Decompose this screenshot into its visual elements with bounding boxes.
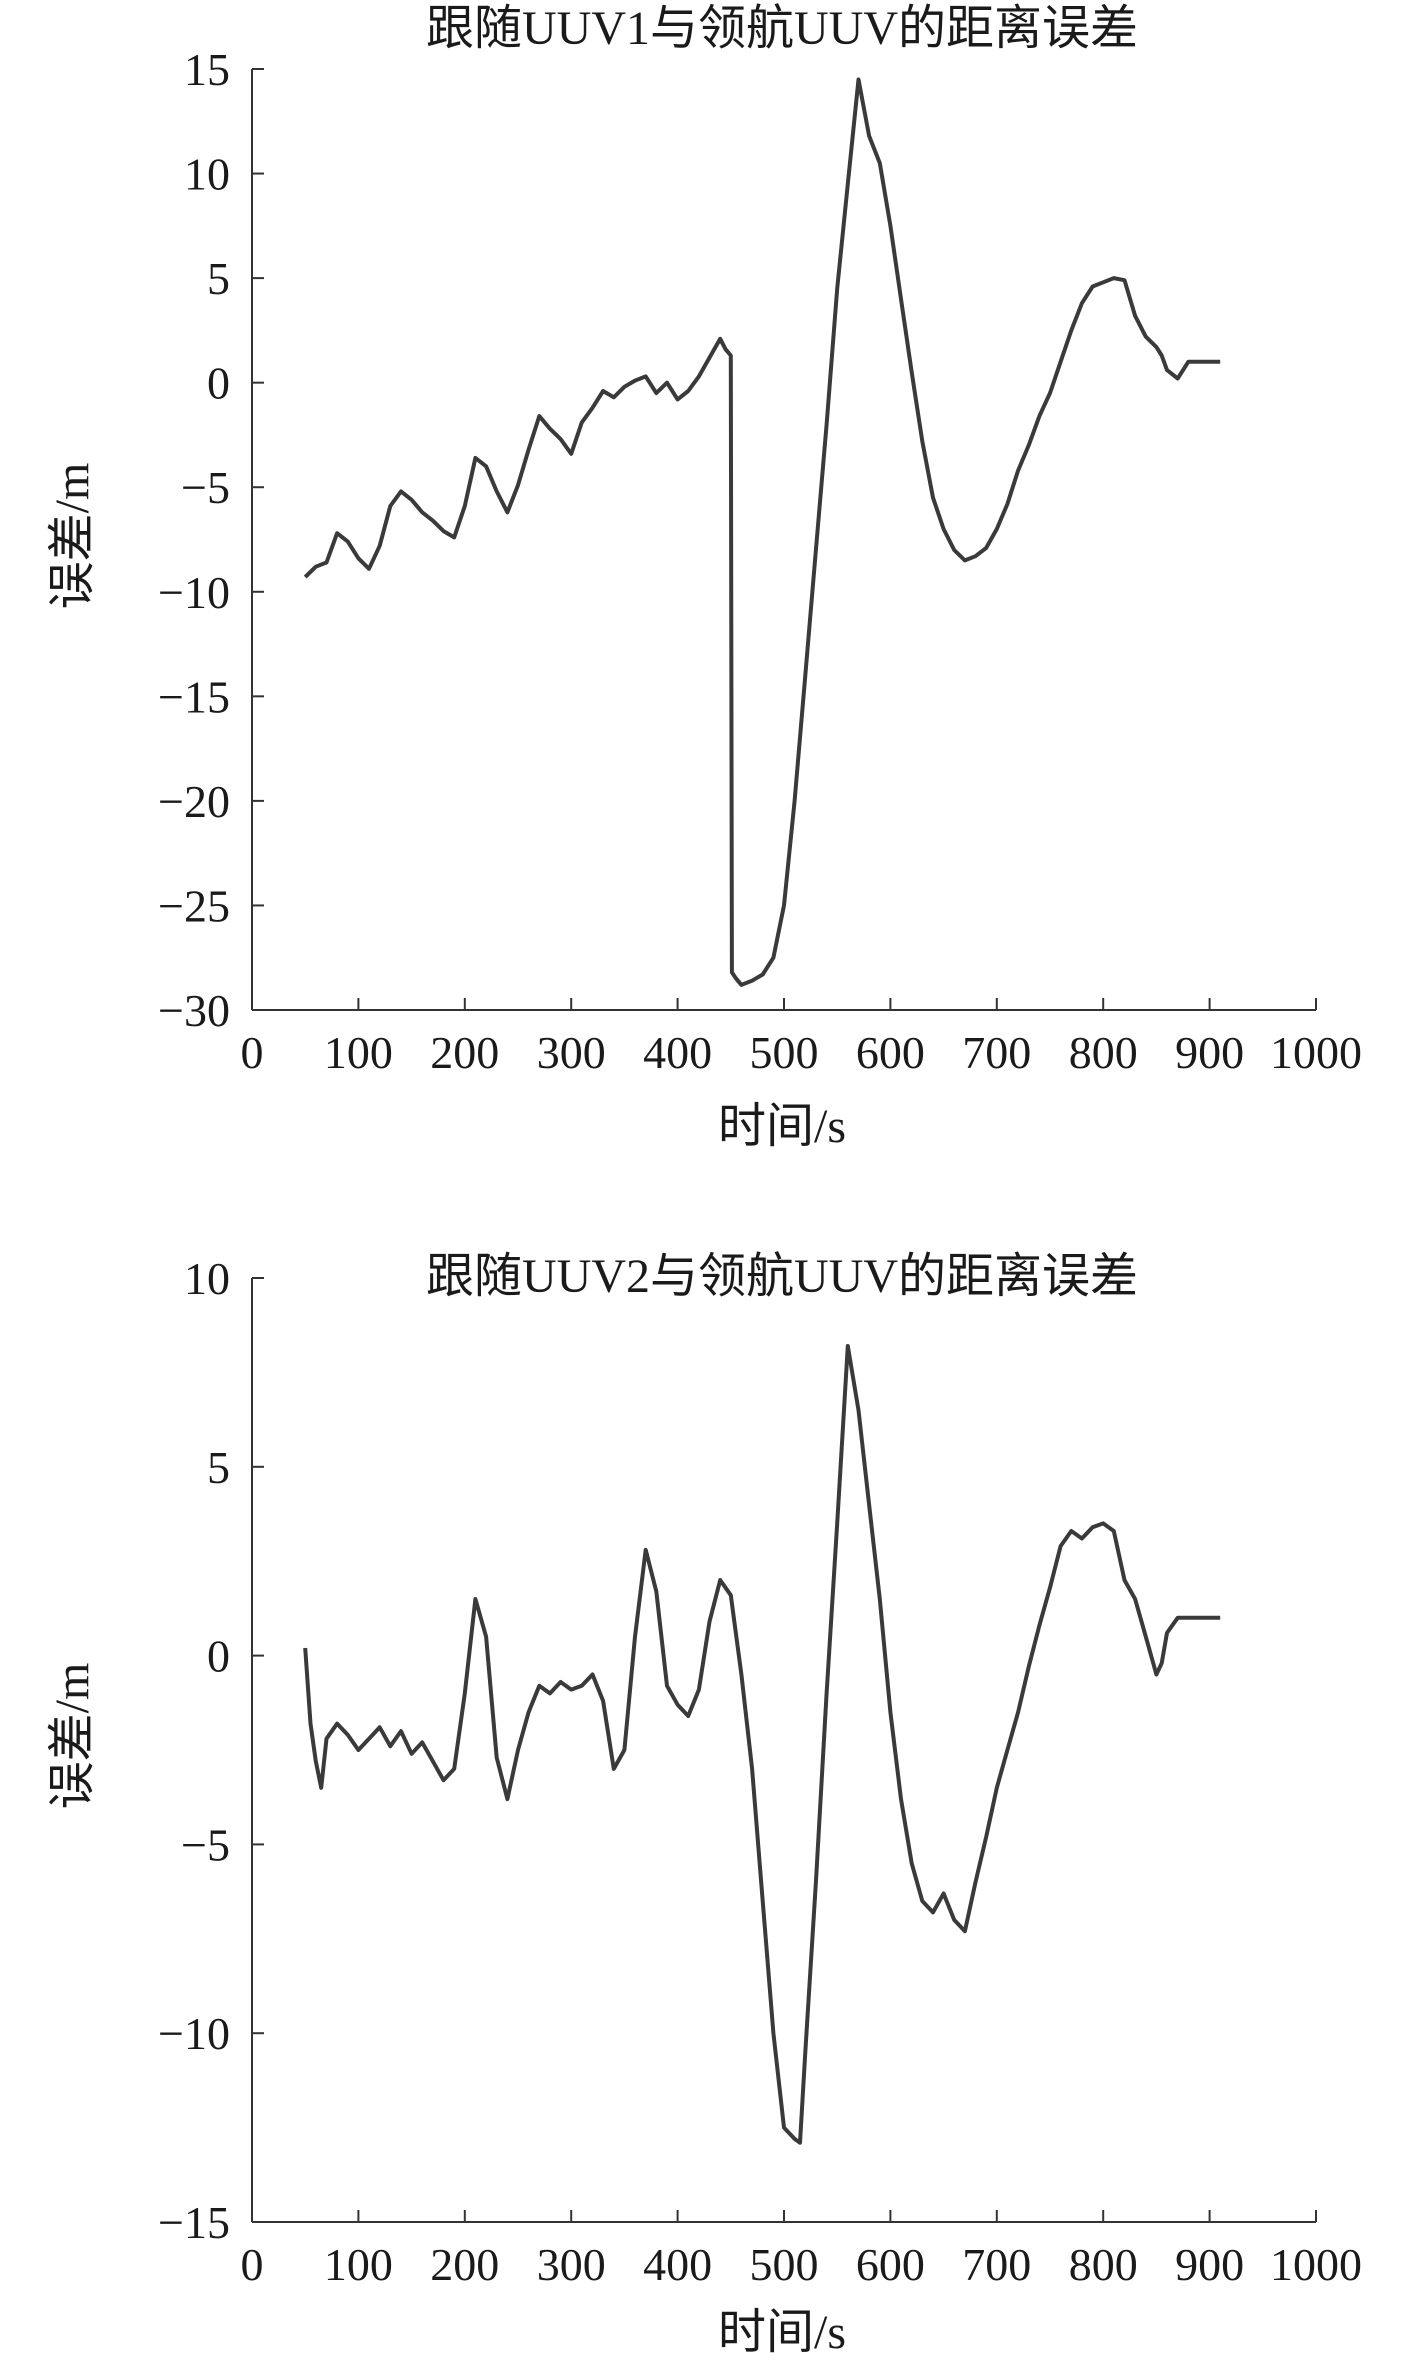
x-tick-label: 400: [643, 2239, 712, 2290]
x-tick-label: 800: [1069, 2239, 1138, 2290]
x-axis-title: 时间/s: [718, 2306, 846, 2359]
x-tick-label: 100: [324, 2239, 393, 2290]
y-tick-label: 5: [207, 253, 230, 304]
x-tick-label: 200: [430, 1027, 499, 1078]
x-tick-label: 900: [1175, 1027, 1244, 1078]
x-tick-label: 400: [643, 1027, 712, 1078]
x-tick-label: 600: [856, 2239, 925, 2290]
y-tick-label: −30: [158, 985, 230, 1036]
y-tick-label: 5: [207, 1442, 230, 1493]
chart-panel-2: 跟随UUV2与领航UUV的距离误差 时间/s 误差/m 10 5 0 −5 −10 −15…: [46, 1250, 1362, 2359]
x-tick-label: 600: [856, 1027, 925, 1078]
x-tick-label: 800: [1069, 1027, 1138, 1078]
x-axis-title: 时间/s: [718, 1100, 846, 1153]
series-line: [303, 77, 1221, 987]
y-tick-label: −25: [158, 880, 230, 931]
x-tick-label: 300: [537, 1027, 606, 1078]
y-tick-label: −15: [158, 2197, 230, 2248]
x-tick-label: 100: [324, 1027, 393, 1078]
x-tick-label: 300: [537, 2239, 606, 2290]
x-tick-label: 500: [750, 2239, 819, 2290]
series-line: [303, 1344, 1221, 2145]
y-tick-label: −10: [158, 567, 230, 618]
x-tick-label: 0: [241, 2239, 264, 2290]
y-tick-label: −5: [181, 462, 230, 513]
y-tick-label: 15: [184, 44, 230, 95]
y-axis-title: 误差/m: [46, 1663, 99, 1810]
x-tick-label: 900: [1175, 2239, 1244, 2290]
y-tick-label: 0: [207, 358, 230, 409]
y-tick-label: 10: [184, 149, 230, 200]
y-tick-label: 0: [207, 1631, 230, 1682]
x-tick-label: 200: [430, 2239, 499, 2290]
chart-title: 跟随UUV1与领航UUV的距离误差: [426, 2, 1138, 55]
chart-title: 跟随UUV2与领航UUV的距离误差: [426, 1250, 1138, 1303]
x-tick-label: 1000: [1270, 1027, 1362, 1078]
x-tick-label: 700: [962, 1027, 1031, 1078]
y-tick-label: −20: [158, 776, 230, 827]
y-tick-label: −15: [158, 671, 230, 722]
y-tick-label: −5: [181, 1819, 230, 1870]
y-tick-label: 10: [184, 1253, 230, 1304]
y-axis-title: 误差/m: [46, 463, 99, 610]
y-tick-label: −10: [158, 2008, 230, 2059]
chart-panel-1: 跟随UUV1与领航UUV的距离误差 时间/s 误差/m 15 10 5 0 −5 −10 −…: [46, 2, 1362, 1153]
x-tick-label: 1000: [1270, 2239, 1362, 2290]
x-tick-label: 500: [750, 1027, 819, 1078]
x-tick-label: 700: [962, 2239, 1031, 2290]
x-tick-label: 0: [241, 1027, 264, 1078]
